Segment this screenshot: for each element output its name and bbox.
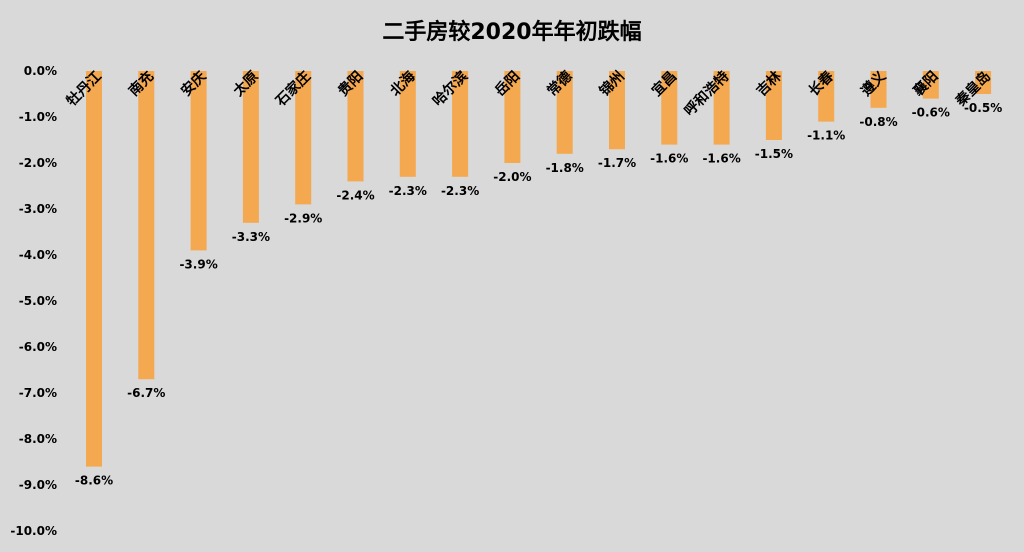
y-tick-label: -7.0% <box>19 386 57 400</box>
bar <box>818 71 835 122</box>
bar <box>765 71 782 140</box>
y-tick-label: -5.0% <box>19 294 57 308</box>
bar <box>609 71 625 150</box>
data-label: -2.3% <box>389 184 427 198</box>
data-label: -2.0% <box>493 170 531 184</box>
chart-title: 二手房较2020年年初跌幅 <box>382 20 642 45</box>
data-label: -0.8% <box>859 115 897 129</box>
data-label: -1.1% <box>807 129 845 143</box>
bar <box>556 71 573 154</box>
data-label: -0.5% <box>964 101 1002 115</box>
y-tick-label: -3.0% <box>19 202 57 216</box>
data-label: -2.4% <box>336 188 374 202</box>
y-tick-label: -10.0% <box>10 524 57 538</box>
data-label: -1.8% <box>546 161 584 175</box>
bar <box>347 71 364 182</box>
bar <box>661 71 678 145</box>
y-tick-label: -2.0% <box>19 156 57 170</box>
bar <box>975 71 992 94</box>
bar <box>295 71 312 205</box>
bar <box>504 71 521 163</box>
data-label: -8.6% <box>75 474 113 488</box>
bar <box>399 71 416 177</box>
y-tick-label: -8.0% <box>19 432 57 446</box>
data-label: -6.7% <box>127 386 165 400</box>
y-tick-label: -9.0% <box>19 478 57 492</box>
bar <box>242 71 259 223</box>
data-label: -1.5% <box>755 147 793 161</box>
y-tick-label: 0.0% <box>24 64 57 78</box>
data-label: -2.9% <box>284 211 322 225</box>
bar <box>870 71 887 108</box>
bar <box>138 71 155 380</box>
data-label: -3.9% <box>179 257 217 271</box>
data-label: -1.6% <box>650 152 688 166</box>
data-label: -0.6% <box>912 106 950 120</box>
bar <box>190 71 207 251</box>
y-tick-label: -6.0% <box>19 340 57 354</box>
bar <box>713 71 730 145</box>
y-tick-label: -4.0% <box>19 248 57 262</box>
data-label: -1.6% <box>702 152 740 166</box>
bar <box>86 71 102 467</box>
data-label: -3.3% <box>232 230 270 244</box>
bar <box>922 71 939 99</box>
data-label: -1.7% <box>598 156 636 170</box>
data-label: -2.3% <box>441 184 479 198</box>
bar <box>452 71 469 177</box>
y-tick-label: -1.0% <box>19 110 57 124</box>
